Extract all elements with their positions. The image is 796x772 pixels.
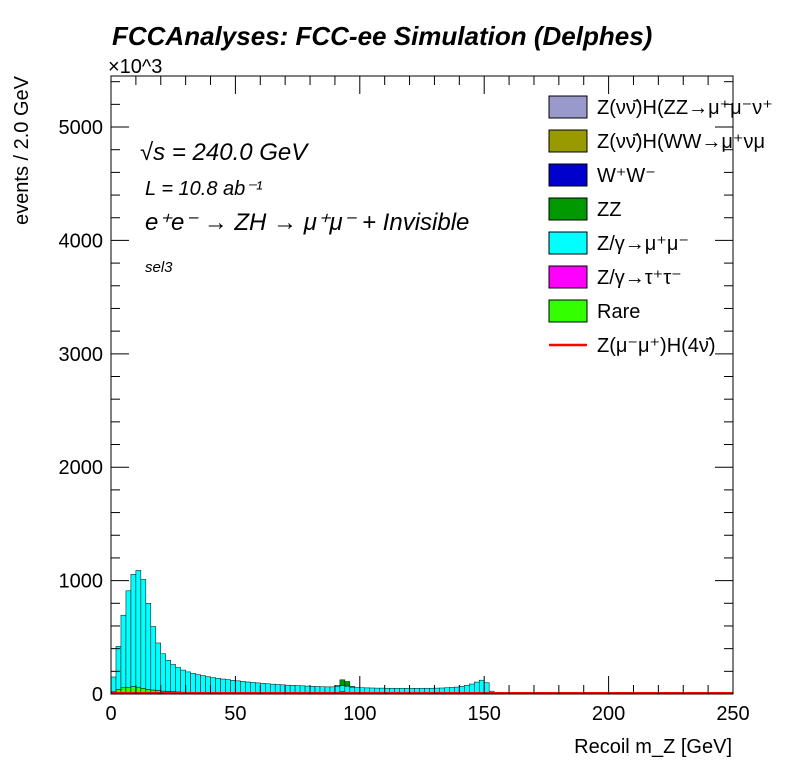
bar (120, 614, 127, 689)
legend-swatch (548, 129, 588, 153)
axis-ticks (110, 76, 734, 695)
bar (334, 685, 341, 687)
bar (190, 673, 196, 693)
legend-entry-1: Z(νν̄)H(WW→μ⁺νμ (548, 129, 765, 153)
bar (165, 660, 171, 692)
chart-title: FCCAnalyses: FCC-ee Simulation (Delphes) (112, 21, 652, 51)
y-multiplier: ×10^3 (108, 56, 162, 78)
y-tick-label: 4000 (59, 230, 104, 252)
bar (160, 653, 166, 692)
selection-annotation: sel3 (145, 259, 173, 276)
luminosity-annotation: L = 10.8 ab⁻¹ (145, 178, 263, 200)
y-tick-label: 5000 (59, 117, 104, 139)
bar (170, 664, 176, 692)
legend-label: Z(νν̄)H(ZZ→μ⁺μ⁻ν⁺ (597, 97, 773, 119)
bar (339, 679, 346, 686)
bar (145, 603, 152, 690)
bar (225, 679, 231, 694)
bar (274, 684, 281, 694)
bar (215, 677, 221, 694)
y-axis-label: events / 2.0 GeV (11, 75, 33, 225)
legend-entry-7: Z(μ⁻μ⁺)H(4ν̄) (549, 335, 716, 357)
bar (175, 667, 181, 693)
legend-label: Z(νν̄)H(WW→μ⁺νμ (597, 131, 765, 153)
bar (180, 669, 186, 693)
bar (344, 681, 351, 687)
legend-entry-2: W⁺W⁻ (548, 163, 656, 187)
bar (339, 685, 346, 692)
process-annotation: e⁺e⁻ → ZH → μ⁺μ⁻ + Invisible (145, 209, 469, 236)
legend-entry-6: Rare (548, 299, 640, 323)
bar (110, 676, 117, 692)
bar (334, 685, 341, 693)
bar (220, 678, 226, 694)
bar (469, 683, 475, 694)
bar (344, 685, 351, 693)
legend-label: ZZ (597, 199, 621, 221)
y-tick-label: 0 (92, 684, 103, 706)
legend-entry-5: Z/γ→τ⁺τ⁻ (548, 265, 682, 289)
x-tick-label: 50 (224, 703, 246, 725)
sqrt-s-annotation: √s = 240.0 GeV (140, 139, 309, 166)
stacked-histogram (110, 570, 495, 695)
bar (185, 671, 191, 693)
legend-swatch (548, 265, 588, 289)
bar (240, 681, 246, 694)
y-tick-label: 3000 (59, 344, 104, 366)
bar (230, 680, 236, 694)
legend-entry-0: Z(νν̄)H(ZZ→μ⁺μ⁻ν⁺ (548, 95, 773, 119)
legend-swatch (548, 163, 588, 187)
bar (269, 683, 276, 694)
series-2-z (110, 570, 495, 694)
bar (155, 642, 162, 691)
bar (115, 646, 122, 690)
legend-label: Rare (597, 301, 640, 323)
legend-entry-3: ZZ (548, 197, 621, 221)
plot-frame (110, 75, 734, 695)
bar (245, 681, 251, 694)
legend-swatch (548, 231, 588, 255)
bar (150, 626, 157, 691)
legend-swatch (548, 197, 588, 221)
bar (140, 579, 147, 689)
bar (130, 574, 137, 687)
bar (478, 679, 485, 693)
legend: Z(νν̄)H(ZZ→μ⁺μ⁻ν⁺ Z(νν̄)H(WW→μ⁺νμ W⁺W⁻ ZZ Z/… (548, 95, 773, 357)
legend-label: Z/γ→τ⁺τ⁻ (597, 267, 682, 289)
bar (125, 590, 132, 688)
x-tick-label: 0 (105, 703, 116, 725)
bar (250, 682, 256, 694)
bar (464, 685, 470, 694)
series-3-zz (334, 679, 356, 688)
bar (235, 680, 241, 694)
bar (349, 686, 356, 688)
x-tick-label: 250 (716, 703, 749, 725)
y-tick-label: 1000 (59, 571, 104, 593)
legend-label: W⁺W⁻ (597, 165, 656, 187)
bar (200, 675, 206, 693)
bar (135, 570, 142, 688)
legend-entry-4: Z/γ→μ⁺μ⁻ (548, 231, 689, 255)
legend-swatch (548, 299, 588, 323)
bar (210, 677, 216, 694)
bar (260, 683, 266, 694)
x-tick-label: 200 (592, 703, 625, 725)
bar (195, 674, 201, 693)
y-tick-labels: 0 1000 2000 3000 4000 5000 (59, 117, 104, 706)
legend-label: Z(μ⁻μ⁺)H(4ν̄) (597, 335, 716, 357)
x-tick-labels: 0 50 100 150 200 250 (105, 703, 749, 725)
bar (265, 683, 271, 694)
bar (205, 676, 211, 694)
bar (483, 682, 490, 694)
x-tick-label: 150 (468, 703, 501, 725)
x-tick-label: 100 (343, 703, 376, 725)
bar (255, 682, 261, 694)
legend-swatch (548, 95, 588, 119)
legend-label: Z/γ→μ⁺μ⁻ (597, 233, 689, 255)
x-axis-label: Recoil m_Z [GeV] (574, 736, 732, 758)
y-tick-label: 2000 (59, 457, 104, 479)
bar (473, 681, 480, 694)
